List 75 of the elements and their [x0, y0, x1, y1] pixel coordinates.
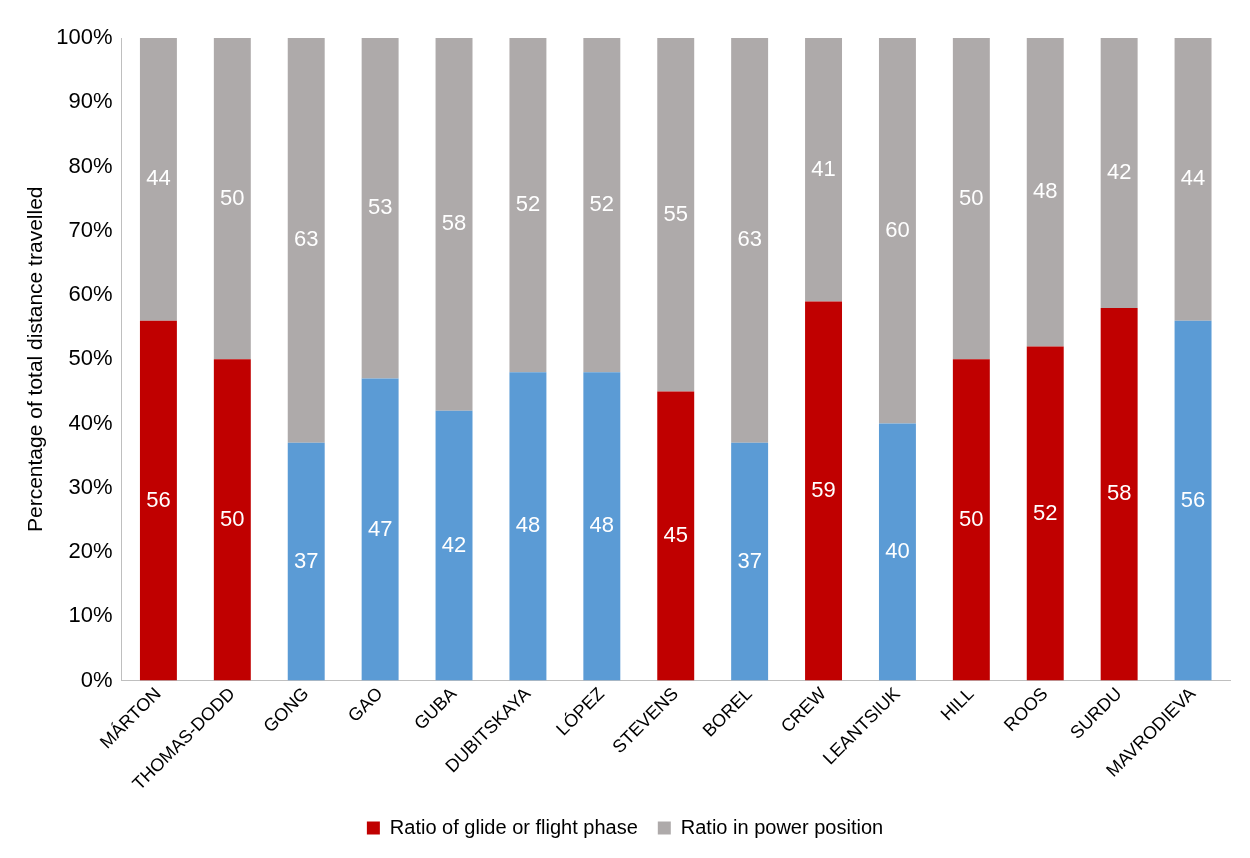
bar: [731, 38, 769, 443]
legend-label: Ratio in power position: [680, 815, 884, 838]
bar: [1026, 38, 1064, 347]
data-label: 40: [885, 538, 910, 564]
data-label: 37: [737, 547, 762, 573]
bar: [1174, 320, 1212, 681]
bar: [287, 38, 325, 443]
data-label: 45: [663, 522, 688, 548]
data-label: 53: [367, 194, 393, 220]
data-label: 41: [811, 155, 836, 181]
data-label: 56: [1180, 486, 1206, 512]
y-tick-label: 100%: [56, 24, 113, 50]
data-label: 48: [515, 512, 541, 538]
x-tick-label: HILL: [936, 683, 978, 725]
y-tick-label: 40%: [68, 409, 113, 435]
legend-label: Ratio of glide or flight phase: [389, 815, 638, 838]
data-label: 44: [146, 165, 171, 191]
data-label: 42: [1106, 159, 1132, 184]
bar: [805, 301, 843, 681]
y-axis-title: Percentage of total distance travelled: [23, 186, 47, 533]
bar: [1026, 346, 1064, 681]
y-tick-label: 30%: [68, 473, 113, 499]
bar: [1100, 307, 1138, 681]
data-label: 56: [146, 486, 171, 512]
bar: [583, 372, 621, 681]
data-label: 50: [220, 505, 245, 531]
bar: [361, 38, 399, 379]
data-label: 48: [589, 512, 615, 538]
y-tick-label: 20%: [68, 538, 113, 564]
bar: [509, 38, 547, 373]
y-tick-label: 10%: [68, 602, 113, 628]
data-label: 44: [1180, 165, 1206, 191]
bar: [952, 359, 990, 681]
data-label: 42: [441, 531, 467, 557]
bar: [213, 359, 251, 681]
bar: [287, 442, 325, 681]
data-label: 52: [589, 191, 615, 217]
bar: [139, 38, 177, 321]
data-label: 52: [1033, 499, 1058, 525]
data-label: 55: [663, 200, 688, 226]
data-label: 37: [293, 547, 319, 573]
data-label: 50: [959, 184, 984, 210]
data-label: 50: [959, 505, 984, 531]
bar: [805, 38, 843, 302]
y-tick-label: 60%: [68, 281, 113, 307]
bar: [657, 391, 695, 681]
data-label: 48: [1033, 178, 1058, 204]
bar: [1174, 38, 1212, 321]
bar: [583, 38, 621, 373]
bar: [435, 38, 473, 411]
data-label: 52: [515, 191, 541, 217]
data-label: 58: [441, 210, 467, 236]
bar: [731, 442, 769, 681]
data-label: 63: [293, 226, 319, 252]
y-tick-label: 50%: [68, 345, 113, 371]
bar: [139, 320, 177, 681]
y-tick-label: 80%: [68, 152, 113, 178]
data-label: 50: [220, 184, 245, 210]
bar: [213, 38, 251, 360]
bar: [435, 410, 473, 681]
bar: [952, 38, 990, 360]
bar: [509, 372, 547, 681]
bar: [1100, 38, 1138, 308]
data-label: 58: [1106, 480, 1132, 506]
data-label: 60: [885, 216, 910, 242]
bar: [361, 378, 399, 681]
y-tick-label: 0%: [80, 666, 113, 692]
data-label: 47: [367, 515, 393, 541]
y-tick-label: 70%: [68, 216, 113, 242]
bar: [878, 423, 916, 681]
data-label: 59: [811, 477, 836, 503]
bar: [657, 38, 695, 392]
y-tick-label: 90%: [68, 88, 113, 114]
bar: [878, 38, 916, 424]
data-label: 63: [737, 226, 762, 252]
